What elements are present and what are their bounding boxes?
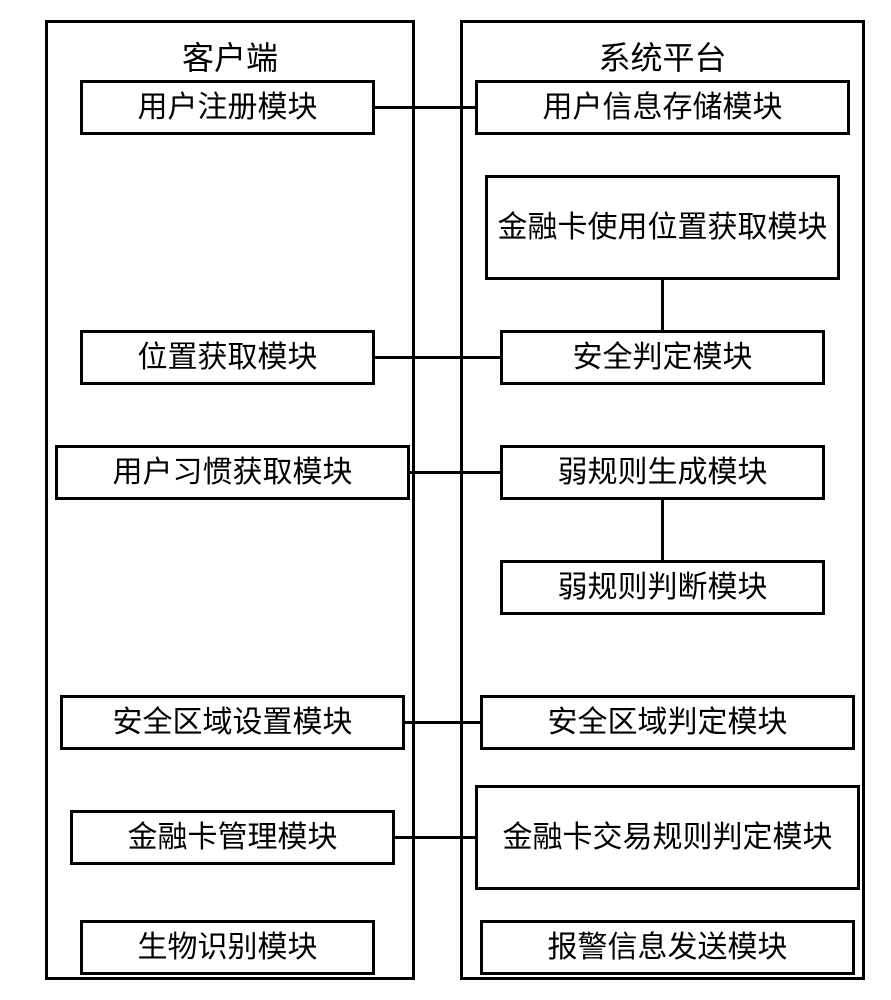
- module-card-location-get: 金融卡使用位置获取模块: [485, 175, 840, 280]
- module-card-rule-judge: 金融卡交易规则判定模块: [475, 785, 860, 890]
- connector-weak_rule_gen-weak_rule_judge: [661, 500, 664, 560]
- module-safe-zone-set: 安全区域设置模块: [60, 695, 405, 750]
- module-location-get: 位置获取模块: [80, 330, 375, 385]
- right-column-title: 系统平台: [463, 33, 862, 79]
- module-user-info-store: 用户信息存储模块: [475, 80, 850, 135]
- module-safe-zone-judge: 安全区域判定模块: [480, 695, 855, 750]
- module-user-register: 用户注册模块: [80, 80, 375, 135]
- module-weak-rule-judge: 弱规则判断模块: [500, 560, 825, 615]
- module-weak-rule-gen: 弱规则生成模块: [500, 445, 825, 500]
- connector-card_location_get-safety_determine: [661, 280, 664, 330]
- module-user-habit: 用户习惯获取模块: [55, 445, 410, 500]
- connector-location_get-safety_determine: [375, 356, 500, 359]
- connector-user_register-user_info_store: [375, 106, 475, 109]
- connector-user_habit-weak_rule_gen: [410, 471, 500, 474]
- module-alarm-send: 报警信息发送模块: [480, 920, 855, 975]
- module-finance-card-mgr: 金融卡管理模块: [70, 810, 395, 865]
- left-column-title: 客户端: [48, 33, 412, 79]
- connector-safe_zone_set-safe_zone_judge: [405, 721, 480, 724]
- connector-finance_card_mgr-card_rule_judge: [395, 836, 475, 839]
- module-safety-determine: 安全判定模块: [500, 330, 825, 385]
- module-biometric: 生物识别模块: [80, 920, 375, 975]
